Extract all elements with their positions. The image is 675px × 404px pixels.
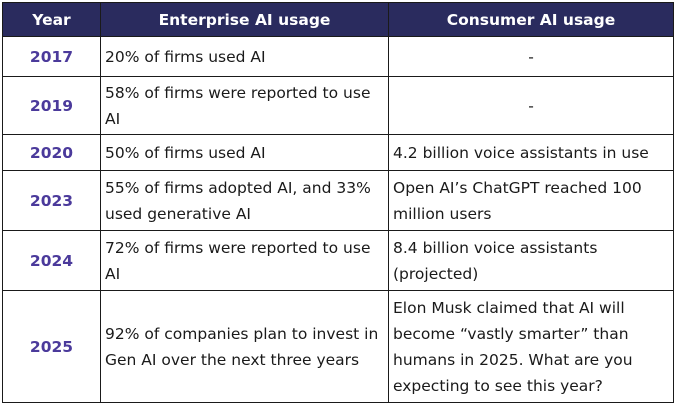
header-row: Year Enterprise AI usage Consumer AI usa… (2, 2, 674, 37)
enterprise-cell: 58% of firms were reported to use AI (100, 76, 389, 135)
year-cell: 2024 (2, 230, 101, 291)
enterprise-cell: 20% of firms used AI (100, 36, 389, 77)
consumer-cell: 8.4 billion voice assistants (projected) (388, 230, 674, 291)
table-row: 2024 72% of firms were reported to use A… (2, 230, 674, 291)
header-enterprise: Enterprise AI usage (100, 2, 389, 37)
year-cell: 2019 (2, 76, 101, 135)
table-row: 2019 58% of firms were reported to use A… (2, 76, 674, 135)
year-cell: 2020 (2, 134, 101, 171)
year-cell: 2017 (2, 36, 101, 77)
consumer-cell: Open AI’s ChatGPT reached 100 million us… (388, 170, 674, 231)
year-cell: 2025 (2, 290, 101, 403)
consumer-cell: - (388, 36, 674, 77)
table-row: 2017 20% of firms used AI - (2, 36, 674, 77)
header-consumer: Consumer AI usage (388, 2, 674, 37)
table-row: 2020 50% of firms used AI 4.2 billion vo… (2, 134, 674, 171)
enterprise-cell: 92% of companies plan to invest in Gen A… (100, 290, 389, 403)
table-row: 2025 92% of companies plan to invest in … (2, 290, 674, 403)
header-year: Year (2, 2, 101, 37)
enterprise-cell: 50% of firms used AI (100, 134, 389, 171)
table-row: 2023 55% of firms adopted AI, and 33% us… (2, 170, 674, 231)
consumer-cell: - (388, 76, 674, 135)
enterprise-cell: 55% of firms adopted AI, and 33% used ge… (100, 170, 389, 231)
consumer-cell: Elon Musk claimed that AI will become “v… (388, 290, 674, 403)
enterprise-cell: 72% of firms were reported to use AI (100, 230, 389, 291)
year-cell: 2023 (2, 170, 101, 231)
consumer-cell: 4.2 billion voice assistants in use (388, 134, 674, 171)
